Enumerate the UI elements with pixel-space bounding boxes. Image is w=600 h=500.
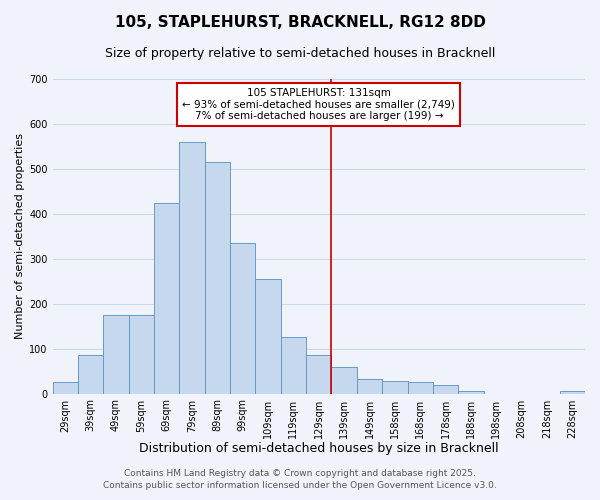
Text: Contains HM Land Registry data © Crown copyright and database right 2025.
Contai: Contains HM Land Registry data © Crown c… [103, 468, 497, 490]
Bar [407, 382, 433, 394]
Bar [382, 382, 407, 394]
Bar [78, 356, 103, 394]
Bar [560, 392, 585, 394]
Bar [306, 356, 331, 394]
Bar [458, 392, 484, 394]
Bar [103, 315, 128, 394]
Bar [331, 366, 357, 394]
Text: Size of property relative to semi-detached houses in Bracknell: Size of property relative to semi-detach… [105, 48, 495, 60]
Bar [433, 384, 458, 394]
Y-axis label: Number of semi-detached properties: Number of semi-detached properties [15, 134, 25, 340]
Bar [281, 338, 306, 394]
Bar [205, 162, 230, 394]
Bar [256, 279, 281, 394]
Text: 105, STAPLEHURST, BRACKNELL, RG12 8DD: 105, STAPLEHURST, BRACKNELL, RG12 8DD [115, 15, 485, 30]
Bar [179, 142, 205, 394]
Bar [357, 379, 382, 394]
Text: 105 STAPLEHURST: 131sqm
← 93% of semi-detached houses are smaller (2,749)
7% of : 105 STAPLEHURST: 131sqm ← 93% of semi-de… [182, 88, 455, 121]
Bar [154, 202, 179, 394]
Bar [230, 243, 256, 394]
X-axis label: Distribution of semi-detached houses by size in Bracknell: Distribution of semi-detached houses by … [139, 442, 499, 455]
Bar [53, 382, 78, 394]
Bar [128, 315, 154, 394]
